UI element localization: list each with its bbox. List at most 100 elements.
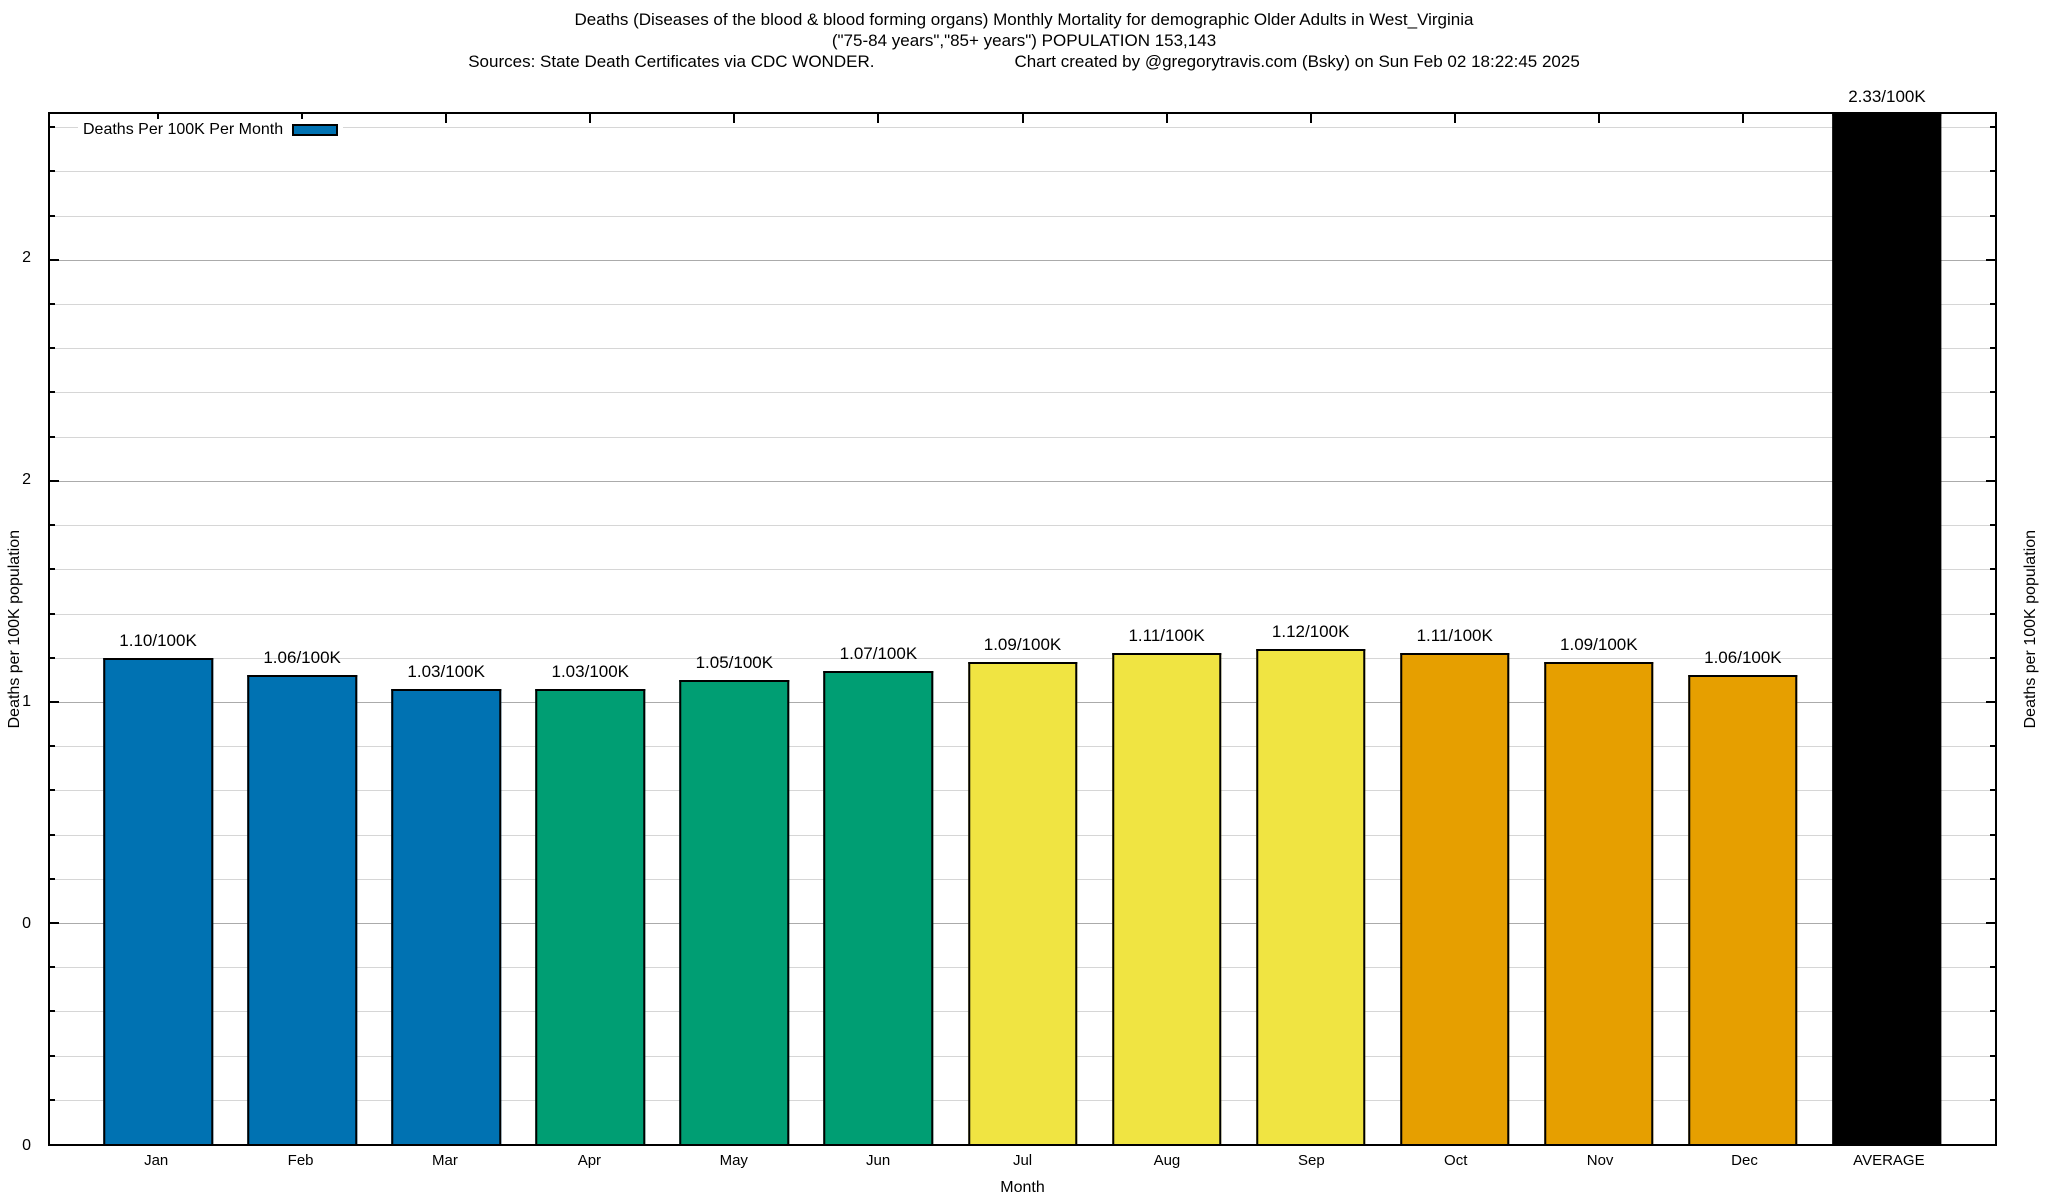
- y-tick-mark: [50, 833, 55, 836]
- y-tick-mark: [1990, 1098, 1995, 1101]
- bar-nov: [1544, 662, 1654, 1144]
- bar-value-label: 1.09/100K: [983, 635, 1062, 655]
- x-tick-label-oct: Oct: [1444, 1152, 1468, 1169]
- y-tick-mark: [1990, 524, 1995, 527]
- minor-gridline: [50, 657, 1995, 659]
- bar-oct: [1399, 653, 1510, 1144]
- x-tick-mark: [1453, 114, 1456, 123]
- bar-value-label: 1.05/100K: [695, 652, 774, 672]
- y-tick-mark: [50, 391, 55, 394]
- minor-gridline: [50, 171, 1995, 173]
- x-tick-label-aug: Aug: [1153, 1152, 1181, 1169]
- y-tick-mark: [50, 700, 59, 703]
- bar-value-label: 1.06/100K: [263, 648, 341, 668]
- bar-slot-feb: 1.06/100K: [230, 114, 374, 1144]
- y-tick-label: 0: [22, 1137, 31, 1154]
- y-tick-mark: [1986, 921, 1995, 924]
- y-tick-mark: [50, 1098, 55, 1101]
- bar-jan: [103, 657, 213, 1144]
- x-axis-tick-labels: Jan Feb Mar Apr May Jun Jul Aug Sep Oct Nov Dec AVER…: [84, 1152, 1961, 1169]
- y-tick-mark: [1986, 479, 1995, 482]
- bar-jun: [823, 671, 934, 1144]
- y-tick-mark: [1990, 170, 1995, 173]
- bar-value-label: 1.07/100K: [839, 644, 918, 663]
- x-tick-label-jul: Jul: [1012, 1152, 1033, 1169]
- y-tick-mark: [1990, 303, 1995, 306]
- bar-average: [1832, 114, 1942, 1144]
- chart-title-line3: Sources: State Death Certificates via CD…: [0, 51, 2048, 72]
- y-tick-mark: [1990, 568, 1995, 571]
- y-tick-mark: [1990, 966, 1995, 969]
- chart-title-line2: ("75-84 years","85+ years") POPULATION 1…: [831, 31, 1217, 50]
- x-tick-mark: [1165, 114, 1168, 123]
- y-tick-label: 2: [22, 471, 31, 489]
- y-tick-mark: [50, 612, 55, 615]
- y-tick-mark: [50, 170, 55, 173]
- y-tick-mark: [50, 966, 55, 969]
- y-tick-mark: [1990, 435, 1995, 438]
- major-gridline: [50, 480, 1995, 482]
- bar-slot-nov: 1.09/100K: [1527, 114, 1671, 1144]
- x-tick-label-average: AVERAGE: [1853, 1152, 1925, 1169]
- minor-gridline: [50, 348, 1995, 350]
- x-tick-mark: [157, 114, 160, 123]
- x-tick-mark: [445, 114, 448, 123]
- x-tick-mark: [877, 114, 880, 123]
- y-tick-mark: [1990, 745, 1995, 748]
- bar-value-label: 2.33/100K: [1848, 87, 1926, 106]
- chart-titles: Deaths (Diseases of the blood & blood fo…: [0, 9, 2048, 72]
- bar-slot-jul: 1.09/100K: [950, 114, 1094, 1144]
- bar-slot-may: 1.05/100K: [662, 114, 806, 1144]
- x-tick-label-nov: Nov: [1586, 1152, 1614, 1169]
- bar-aug: [1111, 653, 1222, 1144]
- bar-dec: [1688, 675, 1798, 1144]
- x-tick-mark: [1309, 114, 1312, 123]
- y-tick-mark: [1990, 347, 1995, 350]
- minor-gridline: [50, 215, 1995, 217]
- y-tick-label: 0: [22, 915, 31, 933]
- bar-jul: [967, 662, 1078, 1144]
- x-tick-mark: [301, 114, 304, 123]
- major-gridline: [50, 259, 1995, 261]
- y-tick-mark: [50, 1010, 55, 1013]
- bar-slot-apr: 1.03/100K: [518, 114, 662, 1144]
- legend: Deaths Per 100K Per Month: [78, 119, 344, 141]
- minor-gridline: [50, 436, 1995, 438]
- minor-gridline: [50, 613, 1995, 615]
- y-tick-mark: [50, 921, 59, 924]
- bar-value-label: 1.11/100K: [1416, 626, 1493, 646]
- x-tick-label-feb: Feb: [287, 1152, 314, 1169]
- x-tick-mark: [1021, 114, 1024, 123]
- legend-color-swatch: [292, 124, 339, 136]
- legend-label: Deaths Per 100K Per Month: [83, 121, 284, 138]
- bar-value-label: 1.09/100K: [1560, 635, 1638, 655]
- x-tick-label-apr: Apr: [577, 1152, 602, 1169]
- bar-slot-mar: 1.03/100K: [374, 114, 518, 1144]
- x-axis-title: Month: [1000, 1179, 1045, 1196]
- y-tick-mark: [1990, 1010, 1995, 1013]
- y-tick-mark: [50, 258, 59, 261]
- y-axis-title-right: Deaths per 100K population: [2022, 529, 2039, 729]
- y-tick-mark: [50, 126, 55, 129]
- x-tick-label-jun: Jun: [866, 1152, 891, 1169]
- bar-value-label: 1.10/100K: [119, 630, 197, 650]
- bar-value-label: 1.11/100K: [1128, 626, 1205, 646]
- y-tick-label: 1: [22, 693, 31, 711]
- y-tick-mark: [50, 347, 55, 350]
- y-tick-mark: [50, 1054, 55, 1057]
- y-tick-mark: [50, 435, 55, 438]
- y-tick-mark: [1990, 214, 1995, 217]
- x-tick-mark: [589, 114, 592, 123]
- bar-value-label: 1.06/100K: [1704, 648, 1782, 668]
- bar-sep: [1255, 648, 1366, 1144]
- x-tick-mark: [733, 114, 736, 123]
- y-tick-mark: [50, 745, 55, 748]
- y-tick-mark: [1990, 126, 1995, 129]
- minor-gridline: [50, 127, 1995, 129]
- bar-mar: [391, 688, 501, 1144]
- y-tick-mark: [1990, 789, 1995, 792]
- bar-apr: [535, 688, 646, 1144]
- bar-value-label: 1.03/100K: [551, 661, 630, 681]
- y-axis-tick-labels: 0 0 1 2 2: [0, 112, 40, 1154]
- minor-gridline: [50, 569, 1995, 571]
